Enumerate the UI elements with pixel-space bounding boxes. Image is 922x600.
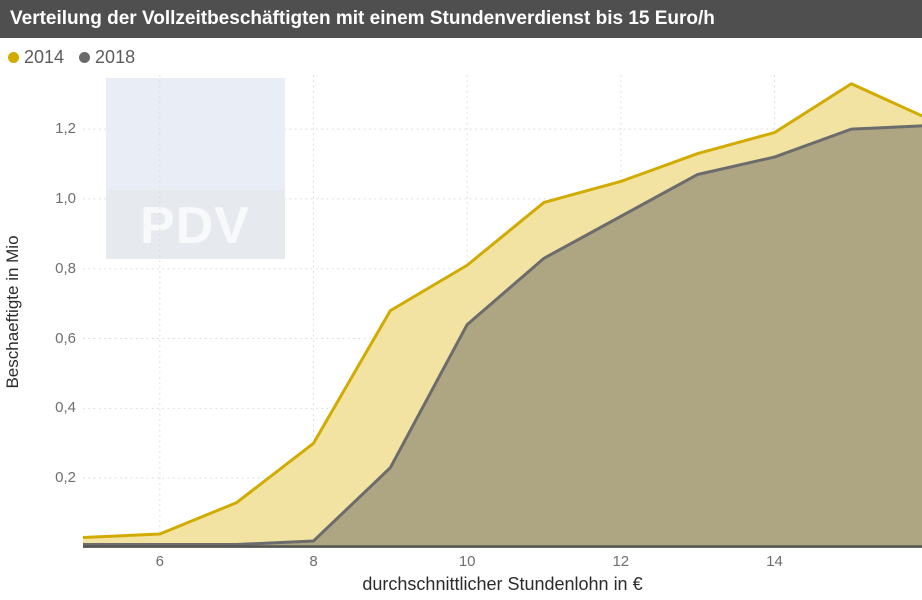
y-tick-label: 0,6 [55,329,76,347]
area-chart-svg: PDV [83,75,922,548]
chart-title: Verteilung der Vollzeitbeschäftigten mit… [10,8,715,29]
x-tick-label: 10 [458,553,476,570]
y-tick-label: 0,4 [55,399,76,417]
legend-dot-2014-icon [8,52,19,63]
legend-label-2018: 2018 [95,47,136,67]
x-axis-title: durchschnittlicher Stundenlohn in € [362,574,643,594]
line-2014 [83,82,922,540]
x-tick-label: 12 [612,553,630,570]
legend-label-2014: 2014 [24,47,65,67]
y-tick-label: 1,0 [55,189,76,207]
area-2014 [83,83,922,548]
x-tick-label: 6 [155,553,164,570]
chart-title-bar: Verteilung der Vollzeitbeschäftigten mit… [0,0,922,38]
line-2018 [83,124,922,547]
y-tick-label: 1,2 [55,120,76,138]
watermark-box-bottom [106,190,285,259]
legend-item-2018[interactable]: 2018 [79,47,135,68]
watermark-text: PDV [140,197,250,255]
legend-item-2014[interactable]: 2014 [8,47,64,68]
y-tick-label: 0,2 [55,469,76,487]
watermark-box-top [106,78,285,190]
x-tick-label: 14 [766,553,783,570]
legend-dot-2018-icon [79,52,91,63]
y-axis-title: Beschaeftigte in Mio [3,235,22,389]
y-tick-label: 0,8 [55,259,76,277]
x-tick-label: 8 [309,553,318,570]
area-chart-plot: PDV [83,75,922,548]
area-2018 [83,125,922,548]
legend: 2014 2018 [8,47,135,68]
